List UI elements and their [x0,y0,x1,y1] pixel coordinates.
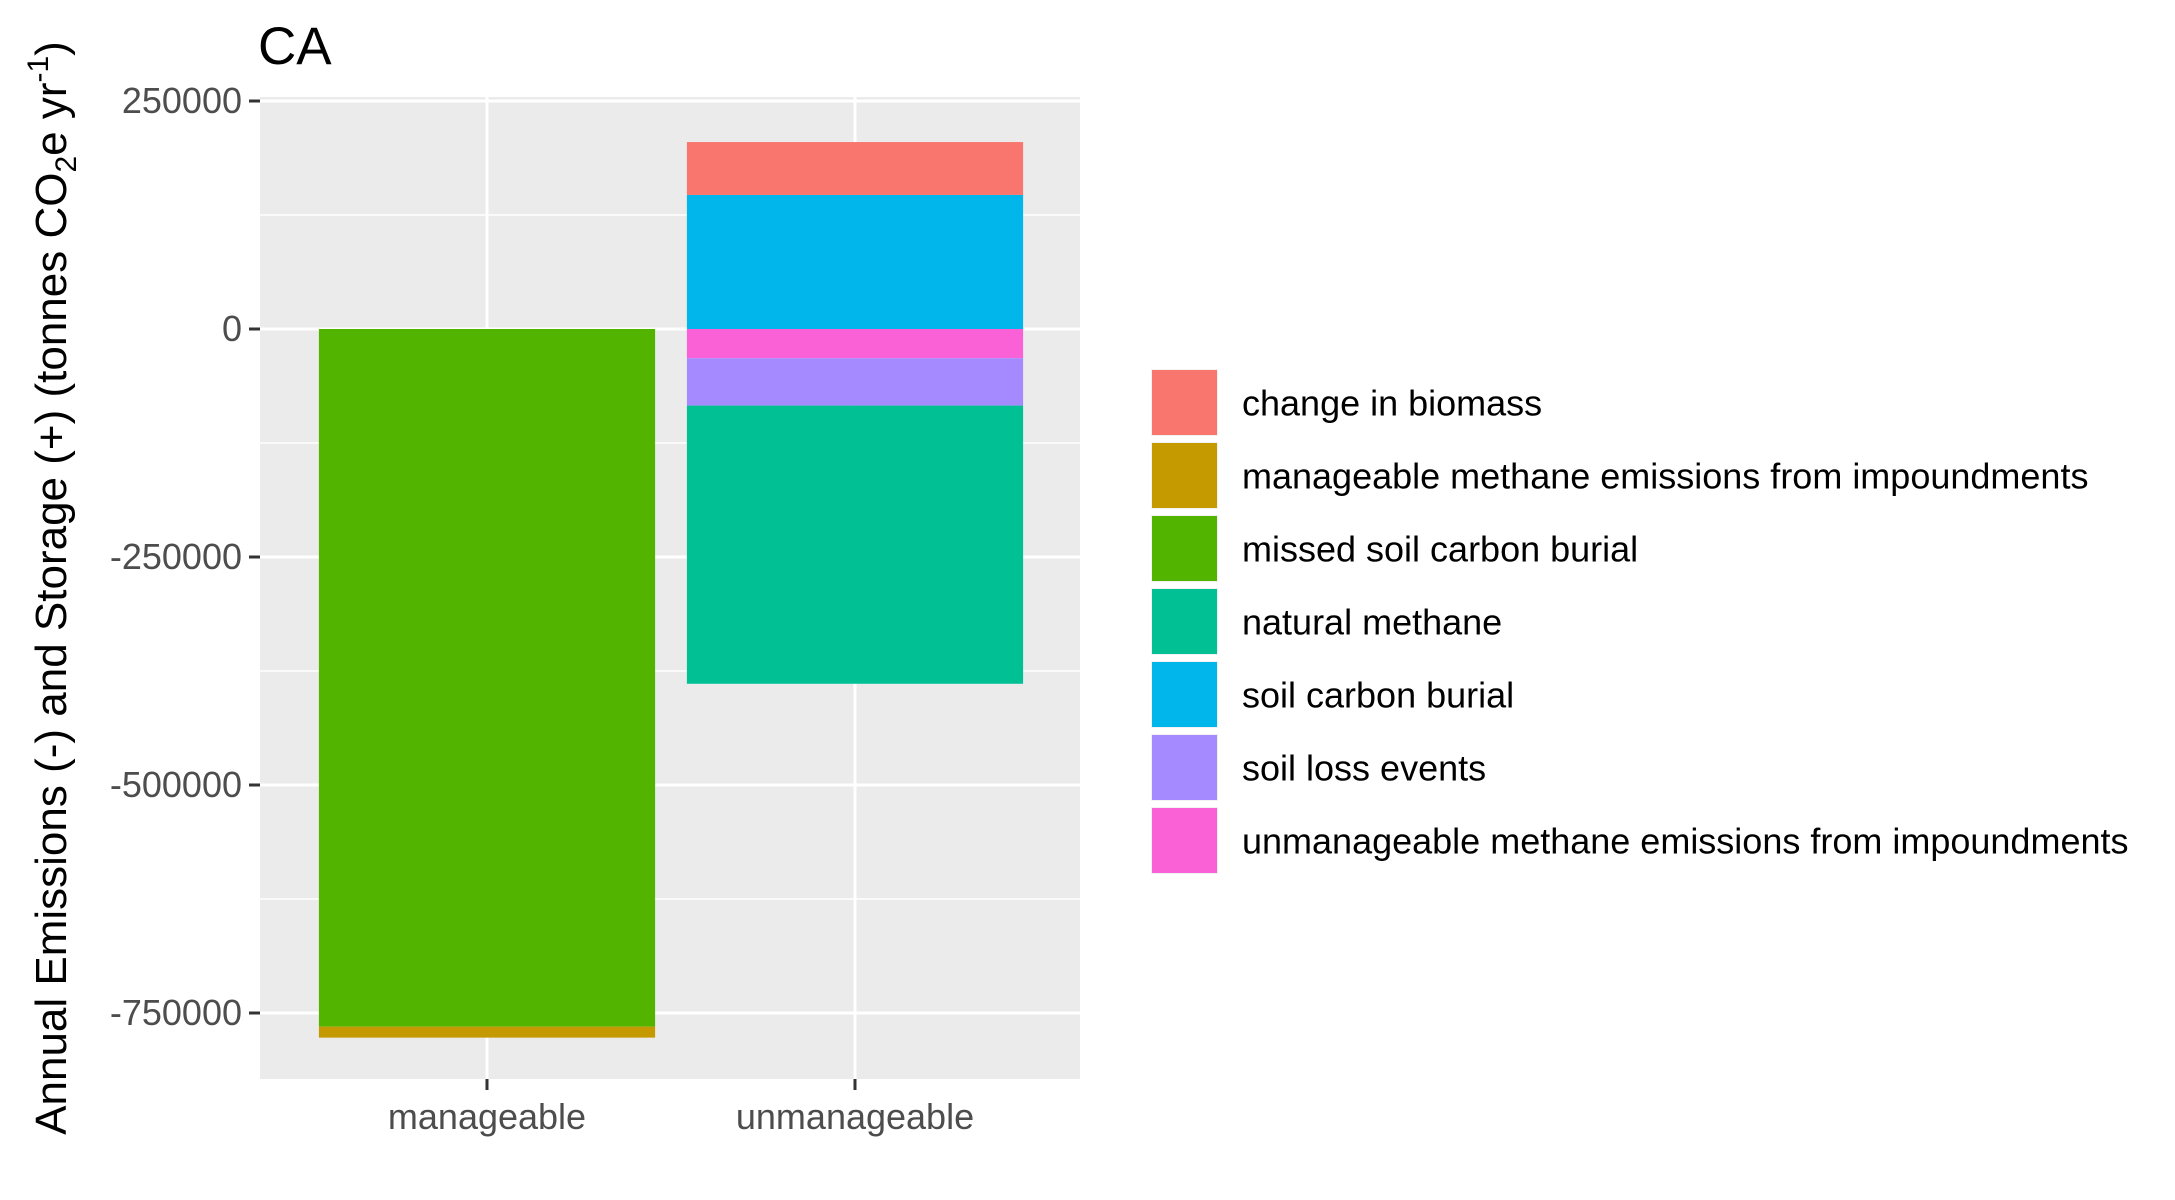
legend-label: missed soil carbon burial [1242,529,1638,570]
legend-key [1152,589,1217,654]
legend-label: manageable methane emissions from impoun… [1242,456,2088,497]
legend-label: soil loss events [1242,748,1486,789]
y-axis: 250000 0 -250000 -500000 -750000 [110,80,260,1033]
legend-key [1152,735,1217,800]
bar-segment [686,329,1024,359]
legend-label: unmanageable methane emissions from impo… [1242,821,2128,862]
legend-label: soil carbon burial [1242,675,1514,716]
y-tick-label: 0 [222,308,242,349]
legend-key [1152,443,1217,508]
y-tick-label: 250000 [122,80,242,121]
x-axis: manageable unmanageable [388,1079,974,1137]
y-axis-title-suffix: ) [27,41,76,56]
bars [318,142,1024,1038]
chart-title: CA [258,17,332,76]
x-tick-label: manageable [388,1096,586,1137]
bar-segment [686,405,1024,684]
y-tick-label: -750000 [110,992,242,1033]
legend-key [1152,808,1217,873]
y-tick-label: -500000 [110,764,242,805]
bar-segment [686,358,1024,406]
legend-label: change in biomass [1242,383,1542,424]
y-axis-title-superscript: -1 [22,56,55,83]
x-tick-label: unmanageable [736,1096,974,1137]
y-axis-title: Annual Emissions (-) and Storage (+) (to… [22,41,83,1135]
bar-segment [318,1026,656,1038]
legend-label: natural methane [1242,602,1502,643]
y-axis-title-prefix: Annual Emissions (-) and Storage (+) (to… [27,173,76,1135]
bar-segment [318,329,656,1027]
bar-segment [686,142,1024,195]
y-tick-label: -250000 [110,536,242,577]
bar-segment [686,194,1024,329]
y-axis-title-subscript: 2 [50,156,83,173]
legend-key [1152,516,1217,581]
legend-key [1152,662,1217,727]
legend: change in biomass manageable methane emis… [1151,369,2128,874]
legend-key [1152,370,1217,435]
y-axis-title-mid: e yr [27,82,76,155]
